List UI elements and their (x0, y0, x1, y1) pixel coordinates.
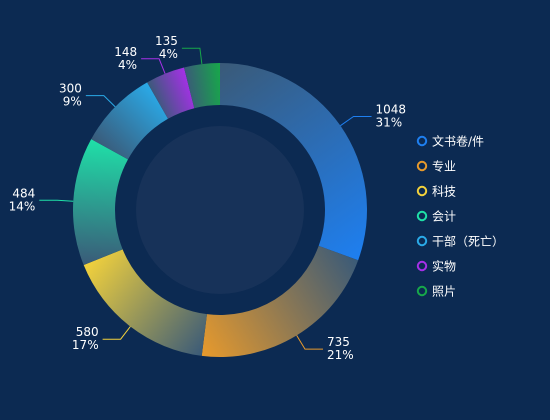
value-label-3: 484 (12, 186, 35, 200)
donut-inner-disc (136, 126, 304, 294)
leader-line-6 (181, 47, 203, 65)
legend-label-0[interactable]: 文书卷/件 (432, 134, 484, 149)
slice-4[interactable] (91, 82, 168, 160)
percent-label-6: 4% (159, 47, 178, 61)
percent-label-3: 14% (9, 199, 36, 213)
value-label-5: 148 (114, 45, 137, 59)
leader-line-3 (39, 199, 74, 202)
percent-label-2: 17% (72, 338, 99, 352)
value-label-2: 580 (76, 325, 99, 339)
legend-label-1[interactable]: 专业 (432, 159, 456, 174)
slice-2[interactable] (83, 249, 207, 356)
percent-label-0: 31% (376, 116, 403, 130)
leader-line-2 (102, 326, 131, 340)
leader-lines (39, 47, 372, 350)
value-label-4: 300 (59, 82, 82, 96)
leader-line-1 (296, 335, 324, 350)
leader-line-4 (85, 95, 116, 108)
value-label-0: 1048 (376, 103, 407, 117)
legend-label-4[interactable]: 干部（死亡） (432, 234, 504, 249)
percent-label-4: 9% (63, 95, 82, 109)
slice-0[interactable] (220, 63, 367, 261)
slice-3[interactable] (73, 139, 128, 266)
slice-6[interactable] (184, 63, 220, 109)
value-label-6: 135 (155, 34, 178, 48)
slice-5[interactable] (147, 67, 195, 119)
legend-label-6[interactable]: 照片 (432, 285, 456, 299)
leader-line-0 (340, 116, 372, 127)
donut-slices (73, 63, 367, 358)
legend-marker-6[interactable] (416, 285, 428, 297)
value-label-1: 735 (327, 335, 350, 349)
percent-label-1: 21% (327, 348, 354, 362)
legend-marker-4[interactable] (416, 235, 428, 247)
percent-label-5: 4% (118, 58, 137, 72)
legend-marker-0[interactable] (416, 135, 428, 147)
legend-label-3[interactable]: 会计 (432, 210, 456, 224)
legend-label-2[interactable]: 科技 (432, 185, 456, 199)
leader-line-5 (141, 58, 166, 74)
legend-marker-1[interactable] (416, 160, 428, 172)
legend-marker-5[interactable] (416, 260, 428, 272)
legend-marker-2[interactable] (416, 185, 428, 197)
legend-marker-3[interactable] (416, 210, 428, 222)
legend-label-5[interactable]: 实物 (432, 259, 456, 274)
slice-1[interactable] (201, 245, 359, 358)
